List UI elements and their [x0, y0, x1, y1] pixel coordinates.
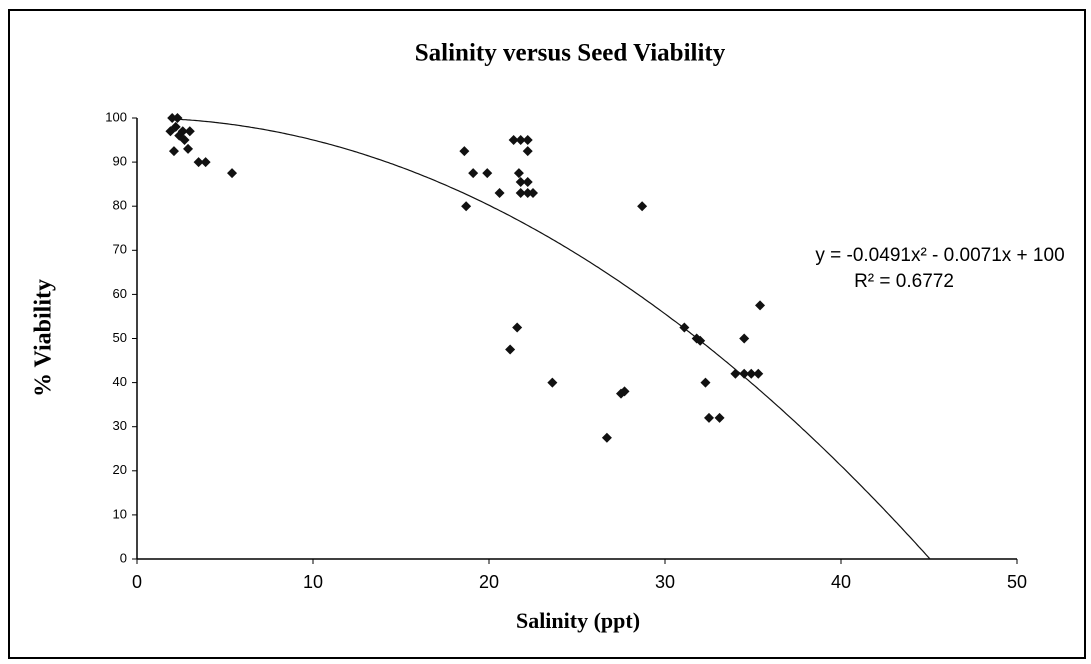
data-point: [512, 322, 523, 333]
r-squared: R² = 0.6772: [854, 271, 954, 292]
y-tick-label: 10: [113, 506, 127, 521]
y-tick-label: 50: [113, 330, 127, 345]
data-point: [170, 121, 181, 132]
y-tick-label: 90: [113, 154, 127, 169]
x-tick-label: 50: [1007, 572, 1027, 592]
x-tick-label: 20: [479, 572, 499, 592]
chart-frame: [8, 9, 1086, 659]
y-axis-label: % Viability: [31, 279, 57, 397]
data-point: [459, 146, 470, 157]
data-point: [700, 377, 711, 388]
y-tick-label: 100: [105, 109, 127, 124]
data-point: [165, 126, 176, 137]
data-point: [704, 412, 714, 423]
y-tick-label: 60: [113, 286, 127, 301]
data-point: [522, 135, 533, 146]
trendline: [170, 118, 931, 559]
x-tick-label: 0: [132, 572, 142, 592]
y-tick-label: 70: [113, 242, 127, 257]
data-point: [494, 187, 505, 198]
data-point: [714, 412, 725, 423]
x-tick-label: 40: [831, 572, 851, 592]
data-point: [515, 176, 526, 187]
data-point: [461, 201, 472, 212]
data-point: [505, 344, 516, 355]
data-point: [746, 368, 757, 379]
data-point: [168, 146, 179, 157]
data-point: [184, 126, 195, 137]
x-tick-label: 10: [303, 572, 323, 592]
y-tick-label: 80: [113, 198, 127, 213]
data-point: [167, 113, 178, 123]
x-axis-label: Salinity (ppt): [516, 608, 640, 633]
x-tick-label: 30: [655, 572, 675, 592]
y-tick-label: 40: [113, 374, 127, 389]
data-point: [522, 187, 533, 198]
data-point: [172, 113, 183, 123]
data-point: [515, 135, 526, 146]
data-point: [528, 187, 538, 198]
data-point: [739, 368, 750, 379]
data-point: [637, 201, 648, 212]
data-point: [753, 368, 764, 379]
data-point: [513, 168, 524, 179]
data-point: [482, 168, 493, 179]
data-point: [522, 146, 533, 157]
data-point: [679, 322, 690, 333]
data-point: [601, 432, 612, 443]
data-point: [695, 335, 706, 346]
y-tick-label: 20: [113, 462, 127, 477]
trendline-equation: y = -0.0491x² - 0.0071x + 100: [815, 245, 1064, 266]
data-point: [179, 135, 190, 146]
data-point: [183, 143, 194, 154]
data-point: [755, 300, 766, 311]
y-tick-label: 30: [113, 418, 127, 433]
data-point: [227, 168, 238, 179]
data-point: [193, 157, 204, 168]
data-point: [508, 135, 519, 146]
data-point: [547, 377, 558, 388]
data-point: [619, 386, 630, 397]
data-point: [739, 333, 750, 344]
data-point: [730, 368, 741, 379]
data-point: [522, 176, 533, 187]
data-point: [468, 168, 479, 179]
y-tick-label: 0: [120, 550, 127, 565]
chart-title: Salinity versus Seed Viability: [415, 40, 726, 67]
data-point: [515, 187, 526, 198]
data-point: [200, 157, 211, 168]
